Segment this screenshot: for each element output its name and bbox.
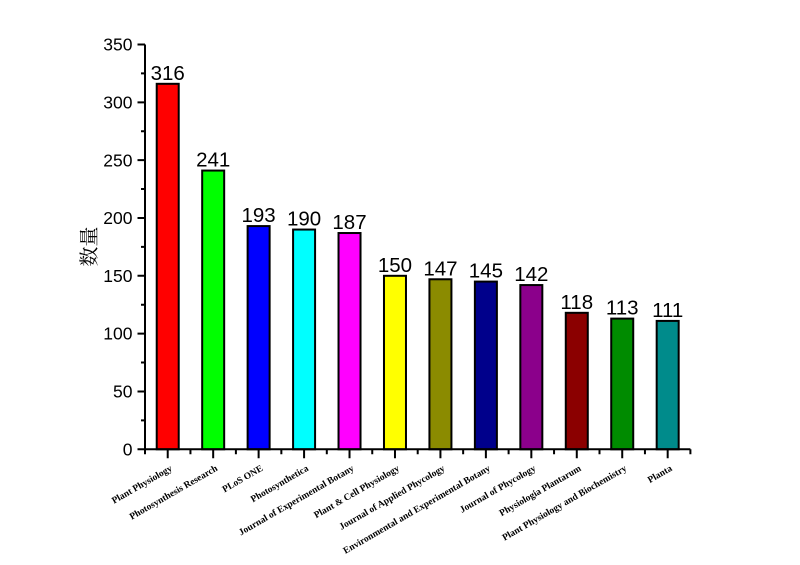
svg-text:111: 111 — [652, 299, 683, 322]
svg-text:118: 118 — [560, 291, 593, 314]
svg-text:150: 150 — [378, 254, 412, 277]
svg-text:187: 187 — [332, 211, 366, 234]
svg-text:316: 316 — [151, 62, 185, 85]
svg-text:250: 250 — [103, 150, 132, 170]
svg-text:300: 300 — [103, 92, 132, 112]
svg-text:113: 113 — [606, 297, 639, 320]
svg-text:147: 147 — [423, 257, 457, 280]
svg-text:150: 150 — [103, 266, 132, 286]
svg-text:0: 0 — [123, 439, 133, 459]
svg-text:50: 50 — [113, 382, 133, 402]
svg-text:100: 100 — [103, 324, 132, 344]
svg-text:142: 142 — [514, 263, 548, 286]
svg-text:350: 350 — [103, 35, 132, 55]
svg-text:200: 200 — [103, 208, 132, 228]
svg-text:193: 193 — [242, 204, 276, 227]
svg-text:145: 145 — [469, 260, 503, 283]
svg-text:241: 241 — [196, 149, 230, 172]
svg-text:190: 190 — [287, 208, 321, 231]
